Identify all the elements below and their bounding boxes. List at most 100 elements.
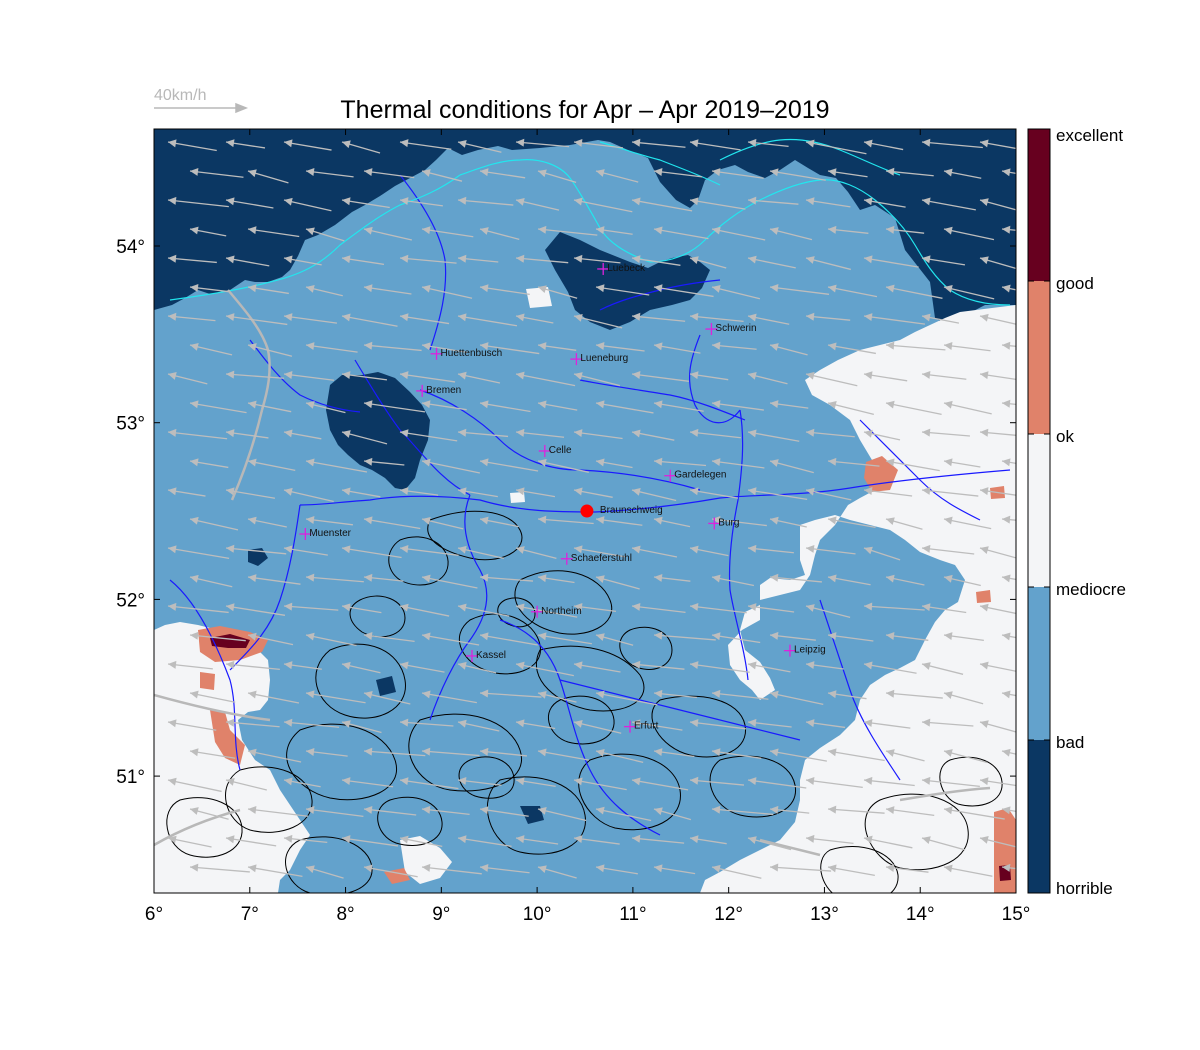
wind-arrowhead [458,835,467,844]
mediocre-region-east [700,305,1016,893]
wind-arrow [247,576,301,585]
wind-arrowhead [690,197,699,206]
wind-arrowhead [168,719,177,728]
city-markers: Luebeck Schwerin Huettenbusch Lueneburg Brem… [299,262,826,733]
wind-arrow [283,315,338,324]
wind-arrowhead [1002,168,1011,177]
horrible-patch-kyff [376,676,396,696]
wind-arrowhead [690,371,699,380]
wind-arrow [305,634,357,647]
wind-arrowhead [828,864,837,873]
wind-arrowhead [690,312,699,321]
wind-arrowhead [596,400,605,409]
wind-arrow [283,605,339,611]
wind-arrowhead [690,428,699,437]
wind-arrowhead [1002,690,1011,699]
wind-arrowhead [226,835,235,844]
x-tick-label: 10° [523,904,552,925]
wind-arrow [921,431,970,437]
wind-arrowhead [574,835,583,844]
wind-arrow [167,199,229,208]
wind-arrowhead [1002,632,1011,641]
wind-arrow [457,315,518,327]
wind-arrow [747,257,796,269]
wind-arrow [167,141,217,152]
wind-arrowhead [690,661,699,670]
wind-arrow [457,199,514,206]
wind-arrowhead [226,255,235,264]
wind-arrowhead [480,863,489,872]
wind-arrowhead [980,139,989,148]
wind-arrowhead [190,167,199,176]
wind-arrowhead [226,429,235,438]
wind-arrowhead [248,458,257,467]
wind-arrowhead [654,457,663,466]
wind-arrow [595,808,652,822]
wind-arrowhead [748,255,757,264]
wind-arrow [225,315,288,326]
wind-arrowhead [516,719,525,728]
wind-arrowhead [284,139,293,148]
wind-arrow [921,199,976,211]
wind-arrowhead [632,777,641,786]
wind-arrowhead [422,226,431,235]
wind-arrow [537,518,594,525]
wind-arrowhead [226,778,235,786]
wind-arrowhead [654,807,663,816]
terrain-contours [166,510,1003,893]
wind-arrow [305,344,358,353]
wind-arrowhead [248,284,257,293]
wind-arrow [863,663,917,674]
wind-arrowhead [400,603,409,612]
wind-arrowhead [574,372,583,380]
wind-arrow [283,489,334,503]
wind-arrowhead [226,544,235,553]
wind-arrowhead [770,168,779,177]
wind-arrowhead [284,487,293,496]
wind-arrowhead [770,459,779,467]
city-marker [416,384,429,397]
wind-arrowhead [654,573,663,582]
wind-arrowhead [226,139,235,148]
wind-arrow [769,750,827,762]
x-tick-label: 15° [1002,904,1031,925]
wind-arrowhead [596,516,605,525]
wind-arrow [225,489,276,499]
wind-arrowhead [828,457,837,466]
wind-arrowhead [306,748,315,756]
wind-arrowhead [596,633,605,641]
wind-arrowhead [632,660,641,669]
wind-arrow [1001,518,1016,521]
city-marker [465,649,478,662]
wind-arrowhead [632,487,641,496]
wind-arrowhead [364,864,373,873]
wind-scale-arrow [154,102,249,114]
wind-arrow [689,721,746,730]
wind-arrowhead [806,834,815,843]
wind-arrowhead [922,255,931,264]
wind-arrowhead [632,371,641,379]
wind-arrowhead [422,690,431,699]
wind-arrow [189,170,244,178]
wind-arrowhead [226,603,235,612]
wind-arrow [747,431,800,442]
x-tick-label: 8° [336,904,354,925]
wind-arrowhead [712,515,721,524]
wind-arrow [943,808,1005,820]
wind-arrowhead [944,806,953,815]
wind-arrowhead [342,720,351,728]
wind-arrowhead [190,631,199,640]
wind-arrowhead [480,747,489,756]
wind-arrowhead [806,139,815,148]
wind-arrowhead [574,661,583,670]
wind-arrow [885,808,935,816]
wind-arrow [479,692,542,698]
y-axis-ticks: 54° 53° 52° 51° [116,237,1016,788]
x-tick-label: 11° [619,904,646,925]
wind-arrowhead [806,371,815,380]
wind-arrowhead [516,777,525,786]
wind-arrowhead [422,169,431,177]
city-marker [597,262,610,275]
wind-arrowhead [864,429,873,438]
wind-arrow [1001,576,1016,581]
